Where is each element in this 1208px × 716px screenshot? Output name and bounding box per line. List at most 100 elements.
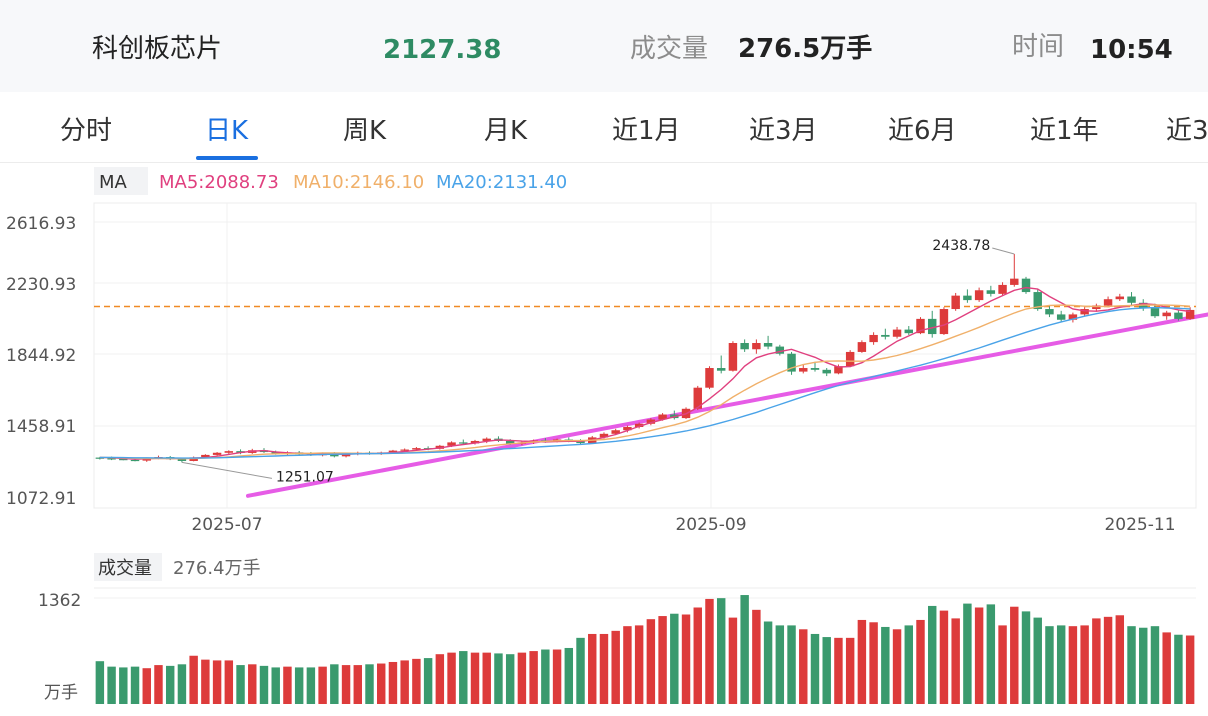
candle-body — [400, 449, 409, 451]
candle-body — [892, 329, 902, 337]
candle-body — [869, 334, 878, 343]
candle-body — [1150, 308, 1160, 317]
volume-bar — [611, 630, 620, 704]
volume-bar — [799, 629, 808, 704]
tab-1-month[interactable]: 近1月 — [612, 116, 681, 146]
volume-bar — [541, 649, 550, 704]
volume-bar — [505, 654, 515, 704]
tab-intraday[interactable]: 分时 — [60, 116, 113, 146]
tab-weekly-k[interactable]: 周K — [343, 116, 387, 146]
ma-tag[interactable]: MA — [99, 172, 128, 193]
volume-bar — [588, 633, 597, 704]
candle-body — [1162, 312, 1171, 317]
volume-bar — [986, 604, 996, 704]
candle-body — [1056, 314, 1066, 320]
tab-1-year[interactable]: 近1年 — [1030, 116, 1099, 146]
volume-bar — [928, 605, 937, 704]
candle-body — [212, 452, 222, 455]
tab-monthly-k[interactable]: 月K — [484, 116, 528, 146]
tab-3-years[interactable]: 近3 — [1166, 116, 1208, 146]
candle-body — [119, 459, 128, 461]
volume-bar — [670, 613, 679, 704]
volume-bar — [1127, 626, 1136, 704]
volume-bar — [1092, 618, 1101, 704]
candle-body — [1092, 305, 1101, 310]
volume-bar — [1045, 626, 1054, 704]
volume-bar — [412, 658, 421, 704]
candle-body — [482, 438, 491, 441]
price-x-axis: 2025-07 2025-09 2025-11 — [191, 515, 1175, 535]
volume-bar — [1021, 611, 1031, 704]
volume-bar — [388, 661, 398, 704]
volume-bar — [259, 665, 269, 704]
volume-bar — [130, 666, 140, 704]
volume-grid — [94, 587, 1196, 599]
volume-bar — [529, 651, 538, 704]
tab-6-months[interactable]: 近6月 — [888, 116, 957, 146]
volume-bar — [752, 609, 761, 704]
volume-bar — [728, 617, 738, 704]
volume-bar — [423, 658, 433, 704]
volume-bar — [705, 598, 714, 704]
volume-bar — [318, 666, 327, 704]
candle-body — [505, 440, 515, 444]
tab-daily-k[interactable]: 日K — [205, 116, 249, 146]
candle-body — [928, 318, 937, 335]
volume-bar — [224, 660, 234, 704]
candle-body — [130, 459, 140, 462]
candle-body — [693, 387, 702, 409]
volume-bar — [212, 660, 222, 704]
candle-body — [752, 343, 761, 350]
volume-bar — [916, 619, 925, 704]
volume-bar — [435, 654, 445, 704]
volume-bar — [95, 661, 105, 704]
time-label: 时间 — [1012, 32, 1065, 62]
candle-body — [845, 351, 855, 367]
volume-bar — [494, 653, 503, 704]
ma5-label: MA5:2088.73 — [159, 172, 279, 193]
volume-bar — [341, 665, 351, 704]
volume-bar — [716, 598, 726, 704]
volume-bar — [1139, 627, 1148, 704]
candle-body — [1103, 299, 1113, 306]
x-tick-label: 2025-07 — [191, 515, 262, 535]
ma-lines — [99, 286, 1191, 460]
volume-value: 276.5万手 — [738, 34, 873, 64]
volume-bar — [165, 665, 175, 704]
volume-bar — [470, 652, 480, 704]
candle-body — [857, 342, 867, 352]
active-tab-indicator — [196, 156, 258, 160]
ma-tag-bg — [94, 167, 148, 195]
tab-3-months[interactable]: 近3月 — [749, 116, 818, 146]
candle-body — [1021, 278, 1031, 293]
volume-bars — [95, 595, 1195, 704]
volume-bar — [271, 667, 280, 704]
time-value: 10:54 — [1090, 35, 1173, 65]
y-tick-label: 1844.92 — [6, 346, 76, 366]
volume-bar — [787, 625, 796, 704]
volume-tag[interactable]: 成交量 — [98, 558, 152, 579]
candle-body — [634, 423, 644, 428]
candle-body — [576, 441, 585, 444]
candle-body — [787, 353, 796, 372]
candle-body — [951, 295, 960, 310]
volume-bar — [869, 622, 878, 704]
volume-bar — [517, 652, 527, 704]
candle-body — [904, 329, 913, 334]
support-trendline — [246, 312, 1208, 498]
volume-bar — [306, 667, 316, 704]
candle-body — [834, 366, 843, 374]
candle-body — [1045, 309, 1054, 315]
candle-body — [107, 458, 116, 460]
volume-bar — [974, 607, 984, 704]
volume-bar — [459, 651, 468, 704]
volume-bar — [177, 664, 187, 704]
y-tick-label: 2616.93 — [6, 214, 76, 234]
candle-body — [224, 451, 234, 453]
volume-bar — [1185, 635, 1195, 704]
volume-bar — [482, 652, 491, 704]
volume-bar — [646, 619, 656, 704]
candle-body — [1115, 296, 1125, 300]
min-price-label: 1251.07 — [276, 469, 334, 485]
candle-body — [201, 454, 210, 458]
